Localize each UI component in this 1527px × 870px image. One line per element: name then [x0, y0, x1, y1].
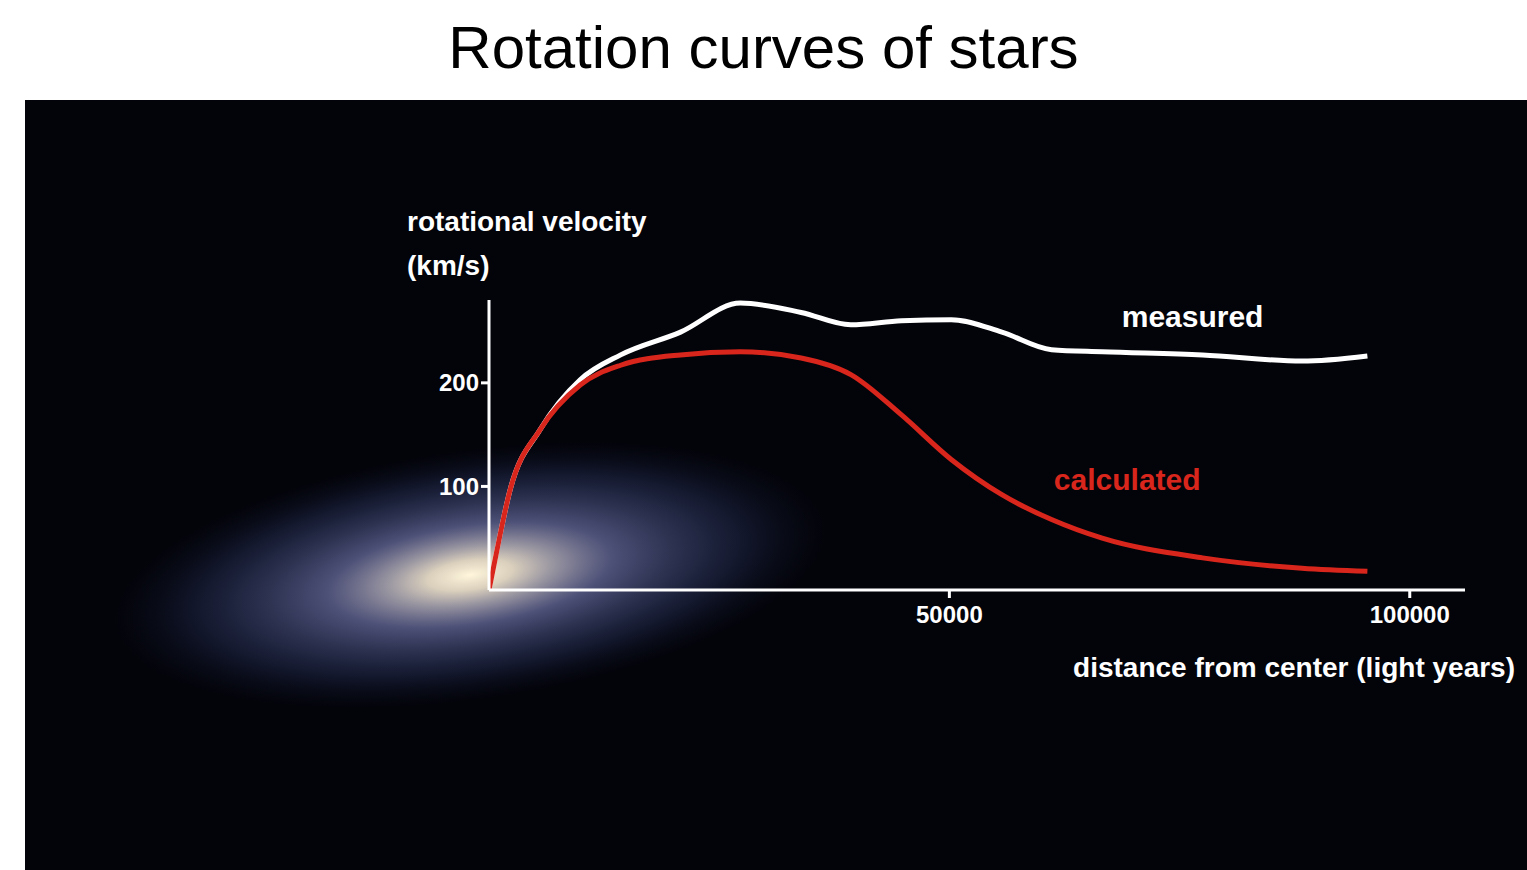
svg-text:calculated: calculated — [1054, 463, 1201, 496]
svg-text:200: 200 — [439, 369, 479, 396]
html-text:(km/s): (km/s) — [407, 250, 490, 281]
svg-text:100000: 100000 — [1370, 601, 1450, 628]
html-text:rotational velocity: rotational velocity — [407, 206, 647, 237]
svg-text:measured: measured — [1122, 300, 1264, 333]
svg-text:50000: 50000 — [916, 601, 983, 628]
svg-text:100: 100 — [439, 473, 479, 500]
html-text:Rotation curves of stars: Rotation curves of stars — [448, 14, 1079, 81]
html-text:distance from center (light ye: distance from center (light years) — [1073, 652, 1515, 683]
